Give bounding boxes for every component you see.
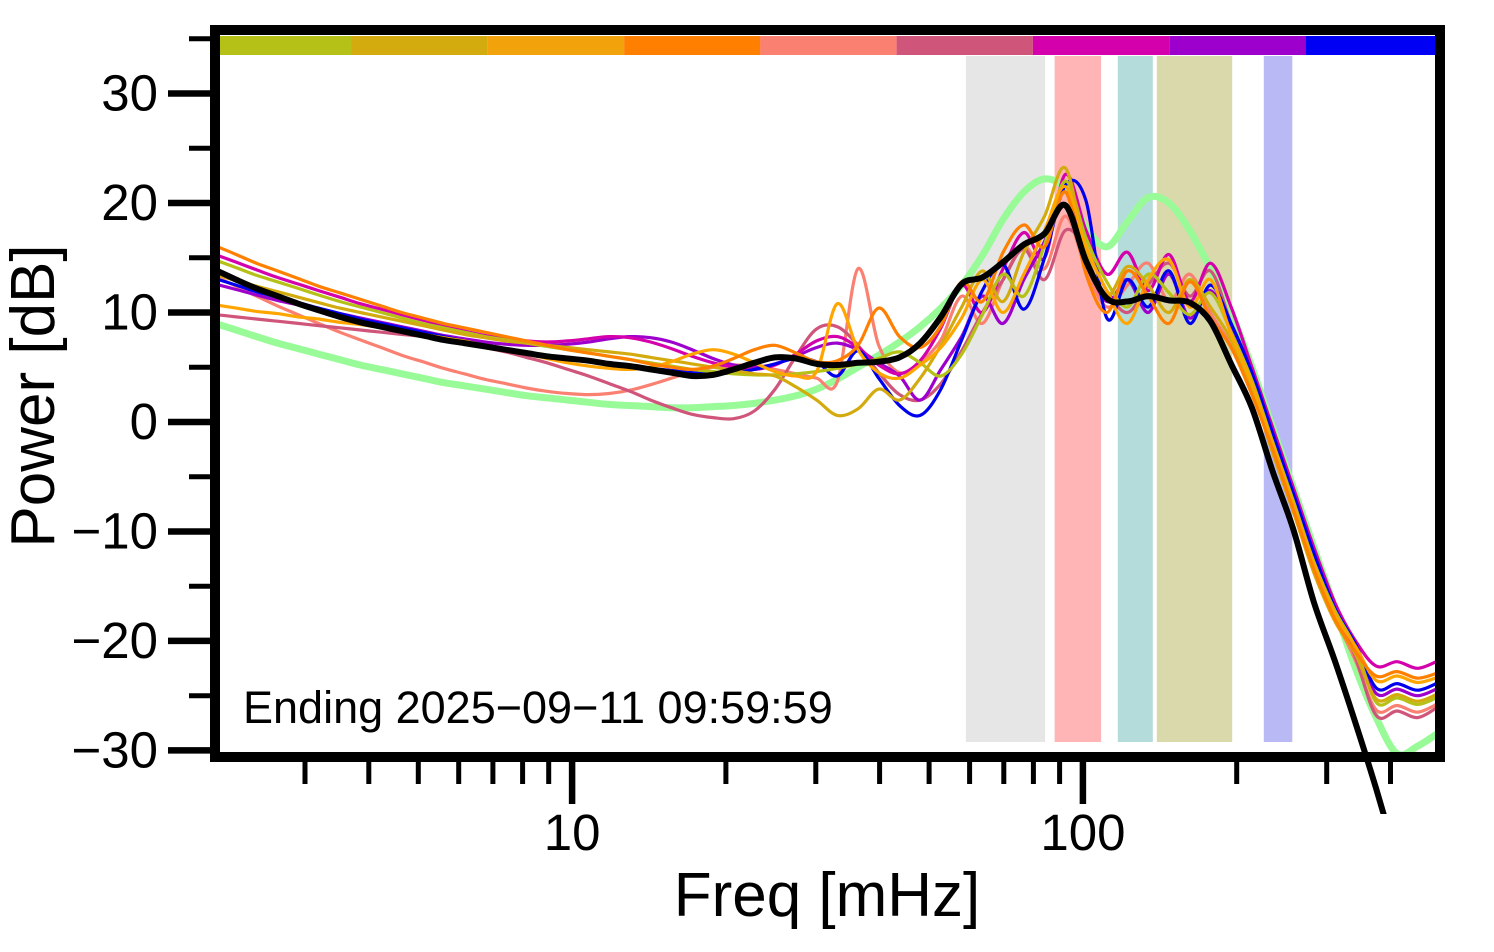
x-tick-label: 100 xyxy=(1040,804,1125,861)
band-lavender xyxy=(1263,56,1293,742)
topbar-seg-orange xyxy=(487,36,624,55)
curve-mean-spectrum xyxy=(212,201,1387,814)
topbar-seg-darkorange xyxy=(624,36,761,55)
ending-annotation: Ending 2025−09−11 09:59:59 xyxy=(243,682,833,733)
x-tick-label: 10 xyxy=(544,804,601,861)
band-pink xyxy=(1054,56,1102,742)
topbar-seg-gold xyxy=(351,36,488,55)
topbar-seg-blue xyxy=(1305,36,1440,55)
curve-spectrum-darkorange xyxy=(213,190,1440,680)
topbar-seg-crimson xyxy=(896,36,1033,55)
curve-spectrum-salmon xyxy=(213,214,1440,714)
curve-reference-smooth xyxy=(211,175,1442,759)
y-tick-label: −10 xyxy=(71,503,158,560)
y-tick-label: 10 xyxy=(101,284,158,341)
y-axis-title: Power [dB] xyxy=(0,244,68,547)
curve-spectrum-orange xyxy=(213,185,1440,685)
topbar-seg-yellowgreen xyxy=(215,36,352,55)
topbar-seg-salmon xyxy=(760,36,897,55)
topbar-seg-purple xyxy=(1169,36,1306,55)
band-teal xyxy=(1117,56,1153,742)
y-tick-label: 30 xyxy=(101,65,158,122)
curve-spectrum-crimson xyxy=(213,227,1440,720)
x-axis-title: Freq [mHz] xyxy=(674,861,981,930)
curve-spectrum-yellowgreen xyxy=(213,179,1440,707)
band-khaki xyxy=(1156,56,1233,742)
y-tick-label: 20 xyxy=(101,174,158,231)
curves-group xyxy=(211,165,1442,814)
y-tick-label: 0 xyxy=(130,393,158,450)
curve-spectrum-blue xyxy=(213,178,1440,692)
band-gray xyxy=(965,56,1046,742)
curve-spectrum-magenta xyxy=(213,172,1440,670)
curve-spectrum-gold xyxy=(213,165,1440,703)
axes-frame xyxy=(210,25,1445,762)
y-tick-label: −20 xyxy=(71,612,158,669)
topbar-seg-magenta xyxy=(1032,36,1170,55)
y-tick-label: −30 xyxy=(71,721,158,778)
curve-spectrum-purple xyxy=(213,190,1440,698)
